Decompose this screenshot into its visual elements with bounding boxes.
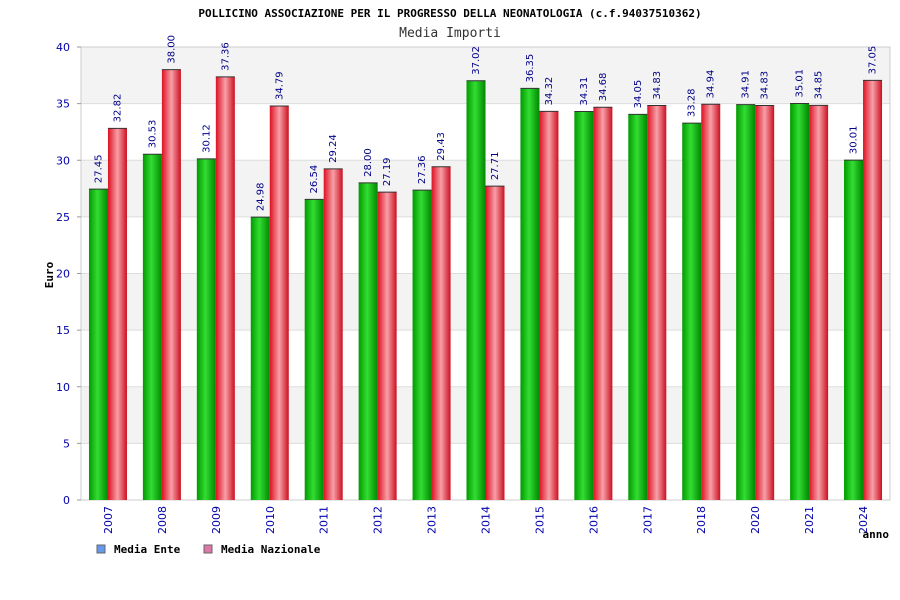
data-label: 34.31 bbox=[579, 77, 590, 106]
x-tick-label: 2010 bbox=[264, 506, 277, 534]
bar-media-ente bbox=[682, 123, 702, 500]
bar-media-ente bbox=[628, 114, 648, 500]
x-tick-label: 2012 bbox=[372, 506, 385, 534]
bar-media-nazionale bbox=[377, 192, 397, 501]
bar-media-nazionale bbox=[593, 107, 613, 501]
bar-media-nazionale bbox=[161, 69, 181, 501]
x-tick-label: 2017 bbox=[641, 506, 654, 534]
y-tick-label: 0 bbox=[63, 494, 70, 507]
data-label: 30.53 bbox=[147, 120, 158, 149]
data-label: 27.71 bbox=[490, 152, 501, 181]
x-tick-label: 2021 bbox=[803, 506, 816, 534]
bar-media-ente bbox=[574, 111, 594, 501]
y-tick-label: 30 bbox=[56, 154, 70, 167]
data-label: 28.00 bbox=[363, 148, 374, 177]
bar-media-ente bbox=[466, 80, 486, 500]
legend-label-media-ente: Media Ente bbox=[114, 543, 181, 556]
x-tick-label: 2018 bbox=[695, 506, 708, 534]
data-label: 34.83 bbox=[760, 71, 771, 100]
data-label: 32.82 bbox=[112, 94, 123, 123]
chart-title: POLLICINO ASSOCIAZIONE PER IL PROGRESSO … bbox=[198, 7, 701, 20]
data-label: 26.54 bbox=[309, 165, 320, 194]
x-axis-ticks: 2007 2008 2009 2010 2011 2012 2013 2014 2015 2016… bbox=[102, 506, 870, 534]
bar-media-ente bbox=[88, 189, 108, 500]
y-tick-label: 5 bbox=[63, 437, 70, 450]
bars bbox=[88, 69, 883, 501]
bar-media-ente bbox=[304, 199, 324, 500]
bar-media-ente bbox=[790, 103, 810, 500]
x-tick-label: 2009 bbox=[210, 506, 223, 534]
x-tick-label: 2020 bbox=[749, 506, 762, 534]
data-label: 34.32 bbox=[544, 77, 555, 106]
legend-swatch-media-nazionale bbox=[203, 544, 213, 554]
x-tick-label: 2015 bbox=[533, 506, 546, 534]
bar-media-nazionale bbox=[809, 105, 829, 500]
y-tick-label: 15 bbox=[56, 324, 70, 337]
y-axis-label: Euro bbox=[43, 261, 56, 288]
bar-media-nazionale bbox=[215, 76, 235, 500]
x-tick-label: 2011 bbox=[318, 506, 331, 534]
y-tick-label: 20 bbox=[56, 268, 70, 281]
x-tick-label: 2013 bbox=[426, 506, 439, 534]
data-label: 30.12 bbox=[201, 124, 212, 153]
legend-swatch-media-ente bbox=[96, 544, 106, 554]
data-label: 24.98 bbox=[255, 182, 266, 211]
x-tick-label: 2016 bbox=[587, 506, 600, 534]
data-label: 27.36 bbox=[417, 156, 428, 185]
bar-media-nazionale bbox=[107, 128, 127, 500]
y-tick-label: 40 bbox=[56, 41, 70, 54]
y-tick-label: 25 bbox=[56, 211, 70, 224]
data-label: 37.02 bbox=[471, 46, 482, 75]
bar-media-ente bbox=[142, 154, 162, 501]
data-label: 34.94 bbox=[706, 70, 717, 99]
bar-media-nazionale bbox=[485, 186, 505, 500]
bar-media-nazionale bbox=[863, 80, 883, 500]
bar-media-ente bbox=[736, 104, 756, 500]
data-label: 29.24 bbox=[328, 134, 339, 163]
bar-media-ente bbox=[412, 190, 432, 500]
data-label: 29.43 bbox=[436, 132, 447, 161]
data-label: 27.45 bbox=[93, 154, 104, 183]
data-label: 36.35 bbox=[525, 54, 536, 83]
legend-label-media-nazionale: Media Nazionale bbox=[221, 543, 321, 556]
x-tick-label: 2007 bbox=[102, 506, 115, 534]
bar-media-nazionale bbox=[269, 106, 289, 501]
y-axis-ticks: 0 5 10 15 20 25 30 35 40 bbox=[56, 41, 81, 507]
data-label: 34.05 bbox=[633, 80, 644, 109]
bar-media-nazionale bbox=[701, 104, 721, 500]
bar-media-nazionale bbox=[539, 111, 559, 501]
bar-media-ente bbox=[844, 160, 864, 500]
data-label: 34.91 bbox=[741, 70, 752, 99]
data-label: 34.79 bbox=[274, 71, 285, 100]
x-tick-label: 2008 bbox=[156, 506, 169, 534]
bar-media-nazionale bbox=[755, 105, 775, 501]
x-tick-label: 2024 bbox=[857, 506, 870, 534]
data-label: 37.05 bbox=[868, 46, 879, 75]
data-label: 34.83 bbox=[652, 71, 663, 100]
bar-media-ente bbox=[520, 88, 540, 501]
data-label: 35.01 bbox=[795, 69, 806, 98]
data-label: 34.68 bbox=[598, 73, 609, 102]
data-label: 38.00 bbox=[166, 35, 177, 64]
data-label: 34.85 bbox=[814, 71, 825, 100]
bar-value-labels: 27.45 32.82 30.53 38.00 30.12 37.36 24.98 34.79… bbox=[93, 35, 878, 211]
x-axis-label: anno bbox=[863, 528, 890, 541]
data-label: 27.19 bbox=[382, 157, 393, 186]
legend: Media Ente Media Nazionale bbox=[96, 543, 321, 556]
data-label: 33.28 bbox=[687, 88, 698, 117]
y-tick-label: 35 bbox=[56, 98, 70, 111]
bar-media-ente bbox=[196, 158, 216, 501]
bar-media-ente bbox=[358, 182, 378, 500]
data-label: 37.36 bbox=[220, 42, 231, 71]
x-tick-label: 2014 bbox=[480, 506, 493, 534]
bar-media-nazionale bbox=[323, 168, 343, 500]
bar-media-ente bbox=[250, 217, 270, 500]
chart-subtitle: Media Importi bbox=[399, 26, 501, 41]
data-label: 30.01 bbox=[849, 125, 860, 154]
y-tick-label: 10 bbox=[56, 381, 70, 394]
bar-media-nazionale bbox=[431, 166, 451, 500]
bar-media-nazionale bbox=[647, 105, 667, 501]
